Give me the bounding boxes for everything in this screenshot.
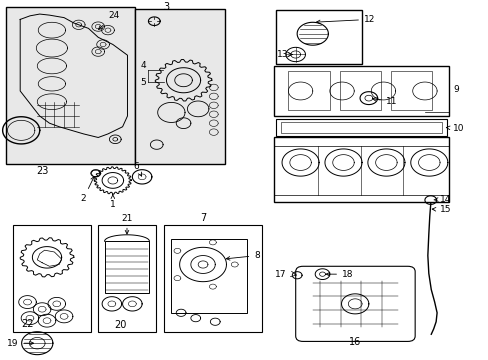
Text: 5: 5 (140, 77, 146, 86)
Bar (273, 66, 448, 116)
Bar (5, 7, 135, 164)
Text: 8: 8 (226, 251, 260, 260)
Text: 1: 1 (110, 194, 116, 209)
Bar (171, 239, 246, 313)
Bar (390, 71, 431, 109)
Text: 2: 2 (81, 177, 94, 203)
Text: 20: 20 (114, 320, 126, 330)
Bar (276, 10, 361, 64)
Text: 22: 22 (21, 319, 34, 329)
Bar (339, 71, 380, 109)
Text: 21: 21 (121, 213, 132, 234)
Text: 7: 7 (200, 213, 206, 222)
Text: 3: 3 (163, 2, 169, 12)
Text: 14: 14 (433, 194, 450, 203)
Bar (163, 225, 261, 333)
Text: 17: 17 (275, 270, 286, 279)
Text: 16: 16 (348, 337, 361, 347)
Text: 15: 15 (431, 205, 450, 214)
Text: 10: 10 (446, 124, 464, 133)
Text: 11: 11 (372, 97, 397, 106)
Bar (288, 71, 329, 109)
Bar (273, 138, 448, 202)
Bar (13, 225, 91, 333)
Text: 23: 23 (36, 166, 48, 176)
Bar (276, 119, 446, 136)
Text: 4: 4 (140, 62, 146, 71)
Text: 12: 12 (316, 15, 375, 24)
Bar (104, 241, 149, 293)
Bar (281, 122, 441, 133)
Text: 9: 9 (452, 85, 458, 94)
Text: 13: 13 (276, 50, 288, 59)
Text: 24: 24 (98, 12, 119, 30)
Text: 19: 19 (7, 339, 34, 348)
Bar (98, 225, 156, 333)
FancyBboxPatch shape (295, 266, 414, 341)
Bar (135, 9, 224, 164)
Text: 6: 6 (133, 162, 142, 176)
Text: 18: 18 (325, 270, 353, 279)
